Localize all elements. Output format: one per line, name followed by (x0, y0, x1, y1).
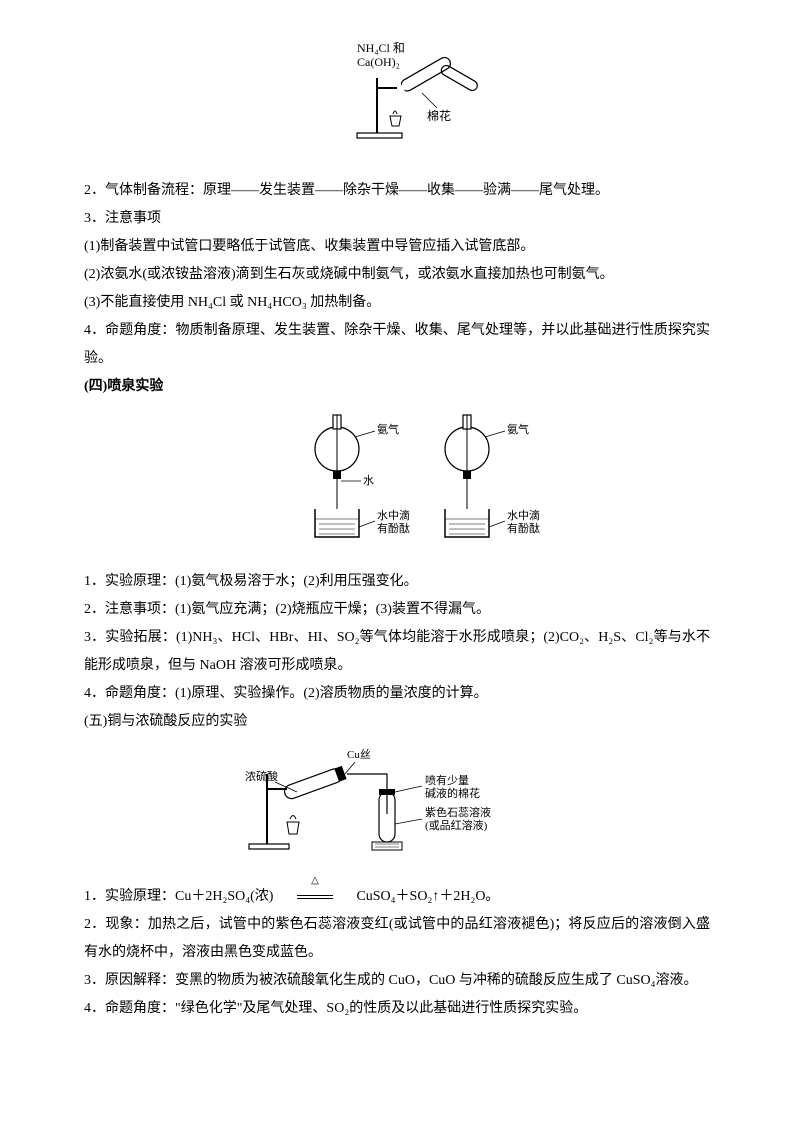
svg-text:浓硫酸: 浓硫酸 (245, 769, 278, 783)
text-eq: 1．实验原理：Cu＋2H₂SO₄(浓) CuSO₄＋SO₂↑＋2H₂O。 (84, 883, 710, 911)
svg-text:水中滴: 水中滴 (377, 508, 410, 522)
svg-text:氨气: 氨气 (377, 422, 399, 436)
svg-text:氨气: 氨气 (507, 422, 529, 436)
svg-text:碱液的棉花: 碱液的棉花 (425, 786, 480, 800)
svg-text:有酚酞: 有酚酞 (507, 521, 540, 535)
text-note1: (1)制备装置中试管口要略低于试管底、收集装置中导管应插入试管底部。 (84, 233, 710, 261)
svg-text:喷有少量: 喷有少量 (425, 773, 469, 787)
text-principle: 1．实验原理：(1)氨气极易溶于水；(2)利用压强变化。 (84, 568, 710, 596)
text-angle4: 4．命题角度：(1)原理、实验操作。(2)溶质物质的量浓度的计算。 (84, 680, 710, 708)
text-flow: 2．气体制备流程：原理——发生装置——除杂干燥——收集——验满——尾气处理。 (84, 177, 710, 205)
text-angle5: 4．命题角度："绿色化学"及尾气处理、SO₂的性质及以此基础进行性质探究实验。 (84, 995, 710, 1023)
heading-fountain: (四)喷泉实验 (84, 373, 710, 401)
text-explanation: 3．原因解释：变黑的物质为被浓硫酸氧化生成的 CuO，CuO 与冲稀的硫酸反应生… (84, 967, 710, 995)
text-phenomenon: 2．现象：加热之后，试管中的紫色石蕊溶液变红(或试管中的品红溶液褪色)；将反应后… (84, 911, 710, 967)
svg-text:水中滴: 水中滴 (507, 508, 540, 522)
text-extension: 3．实验拓展：(1)NH₃、HCl、HBr、HI、SO₂等气体均能溶于水形成喷泉… (84, 624, 710, 680)
svg-text:Cu丝: Cu丝 (347, 748, 371, 761)
svg-text:(或品红溶液): (或品红溶液) (425, 818, 488, 832)
text-note3: (3)不能直接使用 NH₄Cl 或 NH₄HCO₃ 加热制备。 (84, 289, 710, 317)
diagram-cu-h2so4: 浓硫酸 Cu丝 喷有少量 碱液的棉花 紫色石蕊溶液 (或品红溶液) (84, 744, 710, 875)
text-note2: (2)浓氨水(或浓铵盐溶液)滴到生石灰或烧碱中制氨气，或浓氨水直接加热也可制氨气… (84, 261, 710, 289)
text-caution: 2．注意事项：(1)氨气应充满；(2)烧瓶应干燥；(3)装置不得漏气。 (84, 596, 710, 624)
label-nh4cl: NH₄Cl 和 (357, 41, 405, 55)
svg-text:紫色石蕊溶液: 紫色石蕊溶液 (425, 805, 491, 819)
text-notes-heading: 3．注意事项 (84, 205, 710, 233)
heading-cu-h2so4: (五)铜与浓硫酸反应的实验 (84, 708, 710, 736)
text-topic-angle: 4．命题角度：物质制备原理、发生装置、除杂干燥、收集、尾气处理等，并以此基础进行… (84, 317, 710, 373)
label-caoh2: Ca(OH)₂ (357, 55, 400, 69)
svg-text:水: 水 (363, 474, 374, 487)
label-cotton: 棉花 (427, 108, 451, 123)
diagram-nh4cl-apparatus: NH₄Cl 和 Ca(OH)₂ 棉花 (84, 38, 710, 169)
diagram-fountain: 氨气 水 水中滴 有酚酞 氨气 (84, 409, 710, 560)
svg-text:有酚酞: 有酚酞 (377, 521, 410, 535)
